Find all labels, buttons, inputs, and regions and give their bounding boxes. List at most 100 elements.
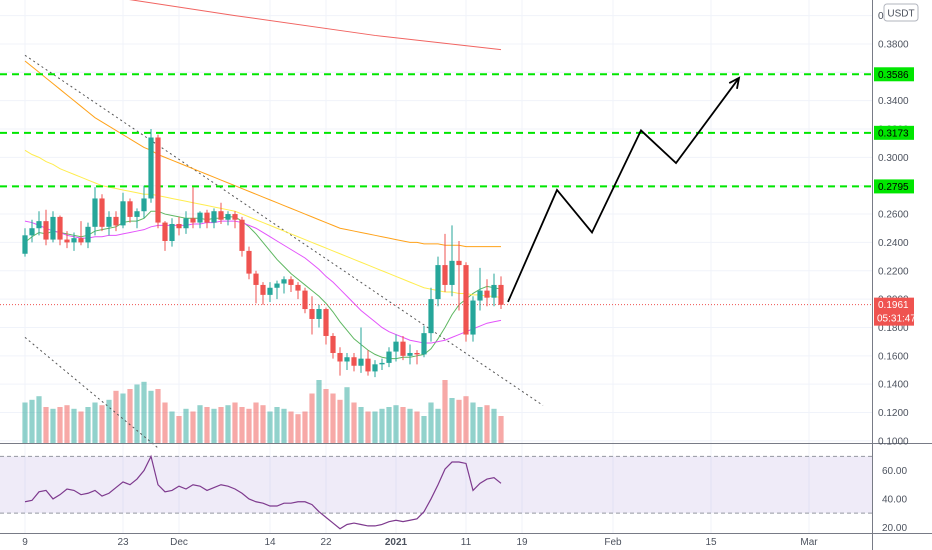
volume-bar [218,407,224,443]
candle-body [337,352,343,362]
level-price-tag [874,125,914,140]
candlesticks [22,129,504,378]
price-tick-label: 0.1200 [878,408,909,419]
candle-body [232,214,238,220]
volume-bar [484,405,490,443]
volume-bar [106,399,112,443]
volume-bar [365,411,371,443]
candle-body [379,362,385,365]
volume-bar [211,408,217,443]
candle-body [442,265,448,285]
volume-bar [99,405,105,443]
candle-body [190,218,196,223]
volume-bar [43,407,49,443]
candle-body [344,357,350,362]
time-tick-label: 23 [117,537,129,548]
rsi-line [24,454,502,530]
candle-body [113,216,119,226]
candle-body [85,226,91,243]
candle-body [29,228,35,236]
candle-body [351,357,357,366]
candle-body [204,212,210,223]
time-tick-label: Mar [800,537,818,548]
price-tick-label: 0.2200 [878,266,909,277]
candle-body [57,216,63,240]
volume-bar [120,393,126,443]
volume-bar [78,411,84,443]
volume-bar [57,407,63,443]
candle-body [64,239,70,243]
level-price-tag [874,67,914,82]
candle-body [148,137,154,199]
candle-body [274,283,280,288]
currency-badge[interactable]: USDT [883,3,919,22]
volume-bar [239,407,245,443]
candle-body [449,260,455,285]
time-tick-label: 9 [22,537,28,548]
candle-body [50,216,56,240]
volume-bar [428,402,434,443]
volume-bar [246,408,252,443]
candle-body [428,299,434,334]
volume-bar [407,408,413,443]
volume-bar [344,387,350,443]
candle-body [211,211,217,223]
volume-bar [393,405,399,443]
candle-body [365,358,371,372]
candle-body [267,287,273,295]
candle-body [400,341,406,356]
volume-bar [309,393,315,443]
price-tick-label: 0.2400 [878,238,909,249]
time-tick-label: 19 [516,537,528,548]
volume-bar [421,416,427,443]
volume-bar [463,396,469,443]
level-price-label: 0.3173 [878,128,909,139]
candle-body [386,351,392,363]
candle-body [470,300,476,335]
volume-bar [449,398,455,443]
candle-body [183,218,189,229]
currency-badge-box[interactable] [883,3,919,22]
candle-body [295,284,301,291]
time-tick-label: Dec [170,537,188,548]
candle-body [92,198,98,227]
price-tick-label: 0.3800 [878,39,909,50]
candle-body [260,284,266,295]
candle-body [106,216,112,227]
last-price-label: 0.1961 [878,300,909,311]
volume-bar [50,408,56,443]
candle-body [358,358,364,366]
candle-body [169,223,175,241]
candle-body [218,211,224,220]
time-tick-label: 2021 [385,537,408,548]
volume-bar [71,408,77,443]
candle-body [330,335,336,353]
volume-bar [316,380,322,443]
volume-bar [22,402,28,443]
time-tick-label: 15 [705,537,717,548]
horizontal-levels[interactable] [0,73,872,306]
candle-body [120,201,126,226]
candle-body [253,273,259,285]
volume-bar [358,407,364,443]
volume-bar [162,402,168,443]
time-tick-label: 22 [320,537,332,548]
moving-average-line [24,210,502,360]
volume-bar [302,411,308,443]
candle-body [239,219,245,251]
volume-bar [267,411,273,443]
volume-bar [169,411,175,443]
volume-bar [29,399,35,443]
volume-bar [386,407,392,443]
candle-body [225,214,231,220]
price-tick-label: 0.1400 [878,380,909,391]
volume-bar [155,389,161,443]
volume-bar [183,408,189,443]
volume-bar [400,407,406,443]
price-tick-label: 0.1000 [878,436,909,447]
level-price-label: 0.3586 [878,70,909,81]
rsi-tick-label: 60.00 [882,466,907,477]
volume-bar [323,389,329,443]
